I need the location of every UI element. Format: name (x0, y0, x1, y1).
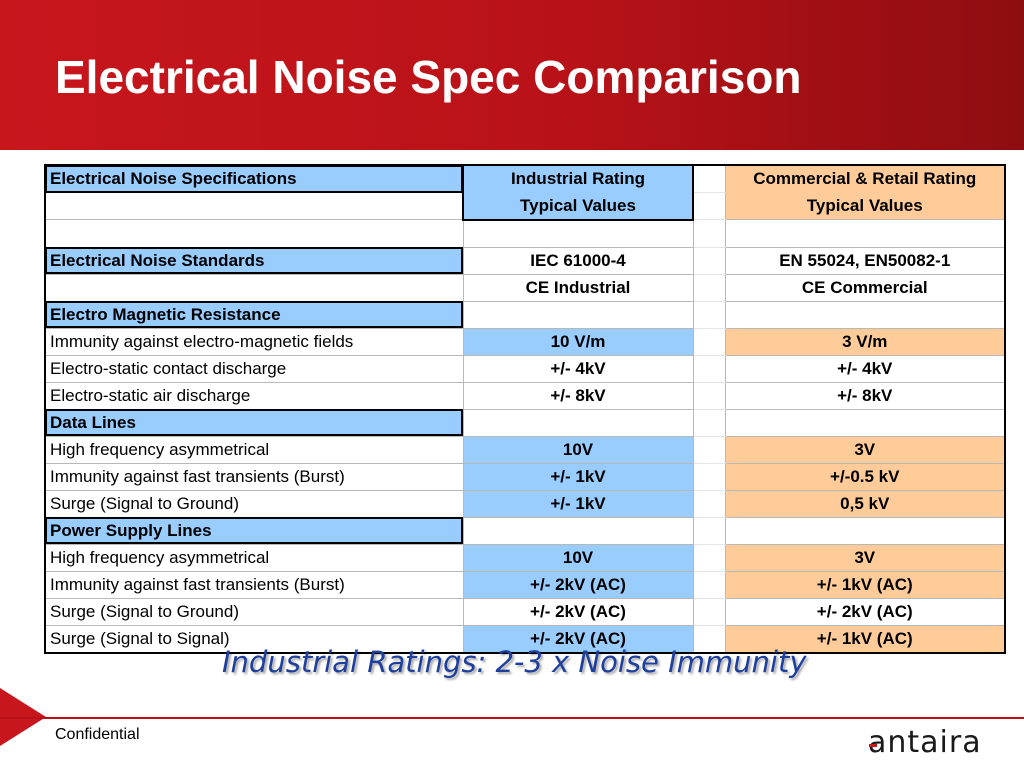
section-heading: Electro Magnetic Resistance (44, 300, 464, 329)
table-cell: Immunity against fast transients (Burst) (44, 570, 464, 599)
table-cell: Electro-static air discharge (44, 381, 464, 410)
table-cell: IEC 61000-4 (462, 246, 694, 275)
table-cell (724, 300, 1006, 329)
table-row: High frequency asymmetrical 10V 3V (44, 435, 1006, 464)
table-cell: 0,5 kV (724, 489, 1006, 518)
table-cell: +/- 1kV (AC) (724, 570, 1006, 599)
gap-cell (692, 597, 726, 626)
table-cell: CE Commercial (724, 273, 1006, 302)
table-cell: 10V (462, 543, 694, 572)
table-cell: High frequency asymmetrical (44, 543, 464, 572)
table-cell: +/- 2kV (AC) (462, 570, 694, 599)
gap-cell (692, 435, 726, 464)
table-cell: Surge (Signal to Ground) (44, 489, 464, 518)
table-cell (44, 192, 464, 220)
table-row (44, 219, 1006, 248)
table-row: Electro-static contact discharge +/- 4kV… (44, 354, 1006, 383)
gap-cell (692, 327, 726, 356)
table-cell: +/- 8kV (724, 381, 1006, 410)
table-row: Surge (Signal to Ground) +/- 2kV (AC) +/… (44, 597, 1006, 626)
table-cell (462, 219, 694, 248)
gap-cell (692, 164, 726, 193)
gap-cell (692, 462, 726, 491)
table-cell (44, 219, 464, 248)
table-cell: 3V (724, 435, 1006, 464)
table-cell (462, 300, 694, 329)
gap-cell (692, 354, 726, 383)
spec-comparison-table: Electrical Noise Specifications Industri… (44, 164, 1006, 654)
table-row: Power Supply Lines (44, 516, 1006, 545)
table-row: Data Lines (44, 408, 1006, 437)
table-row: Electro Magnetic Resistance (44, 300, 1006, 329)
gap-cell (692, 543, 726, 572)
table-row: Surge (Signal to Signal) +/- 2kV (AC) +/… (44, 624, 1006, 653)
table-cell: Immunity against fast transients (Burst) (44, 462, 464, 491)
gap-cell (692, 246, 726, 275)
table-row: High frequency asymmetrical 10V 3V (44, 543, 1006, 572)
table-cell: Typical Values (462, 192, 694, 221)
gap-cell (692, 273, 726, 302)
table-cell: +/- 4kV (724, 354, 1006, 383)
table-cell: +/- 1kV (462, 462, 694, 491)
table-cell: Commercial & Retail Rating (724, 164, 1006, 193)
table-row: Surge (Signal to Ground) +/- 1kV 0,5 kV (44, 489, 1006, 518)
table-cell: Electrical Noise Standards (44, 246, 464, 275)
table-cell (462, 408, 694, 437)
table-cell: CE Industrial (462, 273, 694, 302)
title-banner: Electrical Noise Spec Comparison (0, 0, 1024, 150)
slide-title: Electrical Noise Spec Comparison (55, 51, 802, 103)
table-row: Electro-static air discharge +/- 8kV +/-… (44, 381, 1006, 410)
table-cell: Typical Values (724, 192, 1006, 220)
table-cell: +/-0.5 kV (724, 462, 1006, 491)
slide-subtitle: Industrial Ratings: 2-3 x Noise Immunity (222, 645, 807, 679)
table-cell: 3V (724, 543, 1006, 572)
table-cell: 3 V/m (724, 327, 1006, 356)
logo-accent (869, 744, 877, 747)
gap-cell (692, 192, 726, 220)
table-cell: High frequency asymmetrical (44, 435, 464, 464)
section-heading: Power Supply Lines (44, 516, 464, 545)
table-cell: 10 V/m (462, 327, 694, 356)
table-cell: +/- 2kV (AC) (724, 597, 1006, 626)
table-cell (724, 219, 1006, 248)
gap-cell (692, 381, 726, 410)
table-row: Electrical Noise Specifications Industri… (44, 164, 1006, 193)
confidential-label: Confidential (55, 726, 140, 743)
antaira-logo: antaira (868, 728, 982, 758)
table-cell: EN 55024, EN50082-1 (724, 246, 1006, 275)
table-row: Immunity against electro-magnetic fields… (44, 327, 1006, 356)
gap-cell (692, 489, 726, 518)
table-row: CE Industrial CE Commercial (44, 273, 1006, 302)
table-cell: Immunity against electro-magnetic fields (44, 327, 464, 356)
table-row: Electrical Noise Standards IEC 61000-4 E… (44, 246, 1006, 275)
table-cell (724, 516, 1006, 545)
table-cell: Surge (Signal to Ground) (44, 597, 464, 626)
table-cell: +/- 2kV (AC) (462, 624, 694, 653)
table-cell: +/- 2kV (AC) (462, 597, 694, 626)
logo-text: antaira (868, 728, 982, 758)
table-cell: 10V (462, 435, 694, 464)
gap-cell (692, 570, 726, 599)
gap-cell (692, 516, 726, 545)
table-cell (724, 408, 1006, 437)
table-cell: +/- 1kV (462, 489, 694, 518)
table-cell: Electrical Noise Specifications (44, 164, 464, 193)
gap-cell (692, 408, 726, 437)
table-cell: Industrial Rating (462, 164, 694, 193)
table-cell (462, 516, 694, 545)
section-heading: Data Lines (44, 408, 464, 437)
table-row: Immunity against fast transients (Burst)… (44, 462, 1006, 491)
footer-divider (0, 717, 1024, 719)
table-cell: +/- 4kV (462, 354, 694, 383)
gap-cell (692, 300, 726, 329)
table-row: Typical Values Typical Values (44, 192, 1006, 221)
table-cell: Electro-static contact discharge (44, 354, 464, 383)
table-cell (44, 273, 464, 302)
table-cell: +/- 8kV (462, 381, 694, 410)
table-cell: +/- 1kV (AC) (724, 624, 1006, 653)
table-cell: Surge (Signal to Signal) (44, 624, 464, 653)
gap-cell (692, 219, 726, 248)
table-row: Immunity against fast transients (Burst)… (44, 570, 1006, 599)
